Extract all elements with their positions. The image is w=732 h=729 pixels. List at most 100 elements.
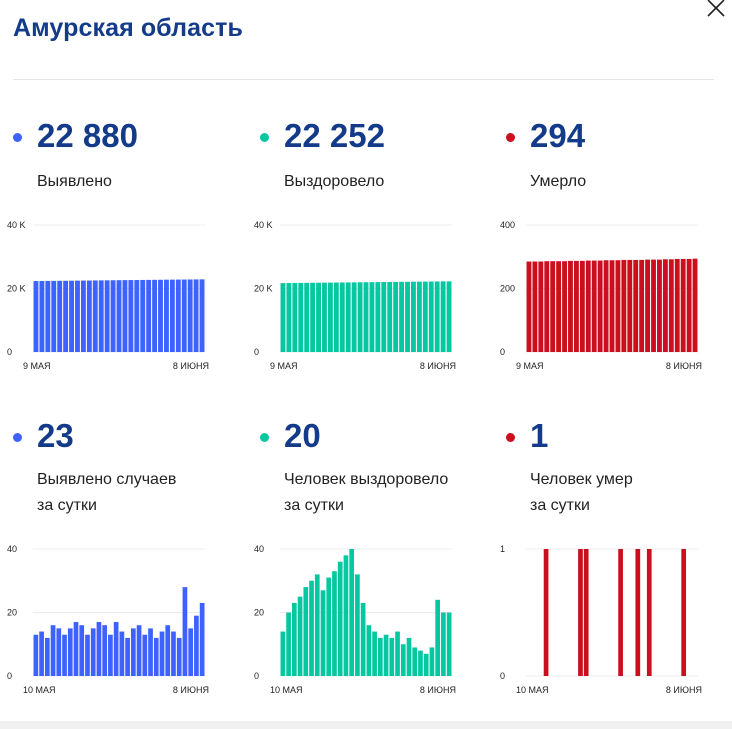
footer-bar [0,721,732,729]
y-tick-label: 0 [500,347,505,357]
bar [351,282,357,352]
bar [337,561,343,676]
stat-number: 1 [530,417,549,454]
stat-label-line: Выявлено [37,173,112,190]
legend-dot-icon [260,133,269,142]
bar [418,650,423,676]
bar-chart: 40 20 0 10 МАЯ 8 ИЮНЯ [254,544,456,695]
bar [152,279,158,352]
bar [171,631,176,676]
stat-panel: 22 880 Выявлено 40 K 20 K 0 9 МАЯ 8 ИЮНЯ [7,115,243,415]
bar [326,577,332,676]
bar [543,549,549,676]
bar [339,282,345,352]
bar [446,612,452,676]
bar [110,280,116,352]
stat-label-line: за сутки [37,497,97,514]
stat-label-line: за сутки [530,497,590,514]
bar [578,549,583,676]
bar [369,282,375,352]
bar [304,282,310,352]
bar [33,634,39,676]
page-title: Амурская область [13,14,243,42]
bar [416,281,422,352]
bar [39,280,45,352]
x-tick-label: 10 МАЯ [270,685,303,695]
bar [393,281,399,352]
stat-label-line: Умерло [530,173,587,190]
bar [372,631,377,676]
stat-number: 23 [37,417,74,454]
bar [104,280,110,352]
bar [360,602,366,676]
bar [92,280,98,352]
stat-number: 22 880 [37,117,138,154]
bar [50,625,56,676]
y-tick-label: 1 [500,544,505,554]
bar [651,259,656,352]
y-tick-label: 20 K [7,284,26,294]
bar [657,259,662,352]
bar [526,261,532,352]
bar [280,631,286,676]
y-tick-label: 0 [254,347,259,357]
bar-chart: 40 20 0 10 МАЯ 8 ИЮНЯ [7,544,209,695]
bar [674,258,680,352]
bar [332,571,337,676]
legend-dot-icon [13,433,22,442]
bar [314,574,320,676]
bar [134,280,140,352]
bar [85,634,90,676]
bar [39,631,44,676]
bar [164,279,169,352]
legend-dot-icon [506,133,515,142]
bar [169,279,175,352]
bar [96,622,102,676]
bar [411,281,416,352]
bar-chart: 1 0 10 МАЯ 8 ИЮНЯ [500,544,702,695]
x-tick-label: 8 ИЮНЯ [420,685,456,695]
bar [181,279,187,352]
bar [286,283,292,352]
x-tick-label: 8 ИЮНЯ [420,361,456,371]
bar [399,281,405,352]
bar [316,282,321,352]
x-tick-label: 9 МАЯ [516,361,544,371]
legend-dot-icon [13,133,22,142]
bar [633,259,639,352]
bar [310,282,316,352]
bar [366,625,372,676]
stat-panel: 22 252 Выздоровело 40 K 20 K 0 9 МАЯ 8 ИЮНЯ [254,115,490,415]
bar [383,634,389,676]
bar [280,283,286,352]
close-icon[interactable] [704,0,728,20]
bar [102,625,108,676]
bar [556,261,562,352]
bar [609,260,615,352]
bar [597,260,603,352]
bar [441,612,446,676]
bar [292,282,298,352]
bar [639,259,645,352]
stat-label: Умерло [530,169,586,195]
bar [681,549,687,676]
bar [327,282,333,352]
bar [165,625,171,676]
bar [400,644,406,676]
bar [113,622,119,676]
bar [635,549,641,676]
bar [119,631,125,676]
bar [434,281,440,352]
bar [387,281,393,352]
bar [286,612,291,676]
bar [309,580,314,676]
bar [194,615,199,676]
bar [128,280,134,352]
stat-label: Выздоровело [284,169,384,195]
bar [429,647,435,676]
bar [646,549,652,676]
bar [686,258,692,352]
bar [136,625,142,676]
stat-label: Выявлено случаев за сутки [37,467,176,519]
x-tick-label: 8 ИЮНЯ [666,361,702,371]
